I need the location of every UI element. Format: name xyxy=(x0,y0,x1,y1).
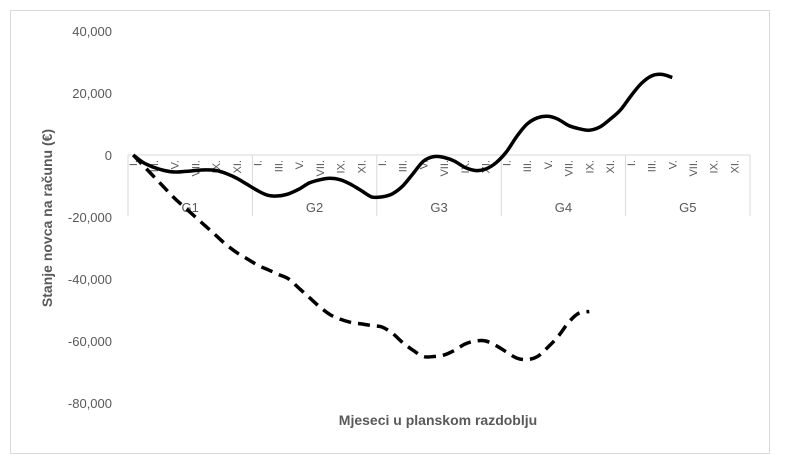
x-axis: I. III. V. VII. IX. XI. G1 I. III. V. VII. IX. XI. G2… xyxy=(127,154,751,216)
month-tick-label: V. xyxy=(294,160,306,169)
series-line-2-dashed xyxy=(131,153,590,362)
y-tick-label: 20,000 xyxy=(72,86,112,101)
series-line-1-solid xyxy=(132,72,673,200)
month-tick-label: XI. xyxy=(605,160,617,173)
month-tick-label: V. xyxy=(543,160,555,169)
month-tick-label: IX. xyxy=(709,160,721,173)
month-tick-label: XI. xyxy=(729,160,741,173)
y-tick-label: -80,000 xyxy=(68,396,112,411)
x-axis-title: Mjeseci u planskom razdoblju xyxy=(339,412,537,428)
y-tick-label: -20,000 xyxy=(68,210,112,225)
month-tick-label: I. xyxy=(253,160,265,166)
series-layer xyxy=(131,72,673,362)
month-tick-label: XI. xyxy=(356,160,368,173)
month-tick-label: I. xyxy=(501,160,513,166)
month-tick-label: III. xyxy=(647,160,659,172)
month-tick-label: I. xyxy=(377,160,389,166)
y-tick-label: 40,000 xyxy=(72,24,112,39)
month-tick-label: V. xyxy=(170,160,182,169)
y-axis-title: Stanje novca na računu (€) xyxy=(39,129,55,307)
month-tick-label: VII. xyxy=(439,160,451,177)
group-label: G1 xyxy=(182,200,199,215)
group-label: G4 xyxy=(555,200,572,215)
month-tick-label: I. xyxy=(128,160,140,166)
group-label: G5 xyxy=(679,200,696,215)
month-tick-label: VII. xyxy=(315,160,327,177)
month-tick-label: III. xyxy=(273,160,285,172)
month-tick-label: IX. xyxy=(336,160,348,173)
month-tick-label: V. xyxy=(667,160,679,169)
month-tick-label: IX. xyxy=(584,160,596,173)
y-tick-label: -60,000 xyxy=(68,334,112,349)
month-tick-label: I. xyxy=(626,160,638,166)
month-tick-label: III. xyxy=(522,160,534,172)
month-tick-label: VII. xyxy=(688,160,700,177)
month-tick-label: VII. xyxy=(564,160,576,177)
y-axis-ticks: 40,000 20,000 0 -20,000 -40,000 -60,000 -80,00… xyxy=(68,24,112,411)
group-label: G3 xyxy=(430,200,447,215)
month-tick-label: V. xyxy=(418,160,430,169)
chart-frame xyxy=(10,10,770,454)
month-tick-label: XI. xyxy=(232,160,244,173)
month-tick-label: III. xyxy=(398,160,410,172)
y-tick-label: 0 xyxy=(105,148,112,163)
month-tick-label: VII. xyxy=(190,160,202,177)
y-tick-label: -40,000 xyxy=(68,272,112,287)
group-label: G2 xyxy=(306,200,323,215)
